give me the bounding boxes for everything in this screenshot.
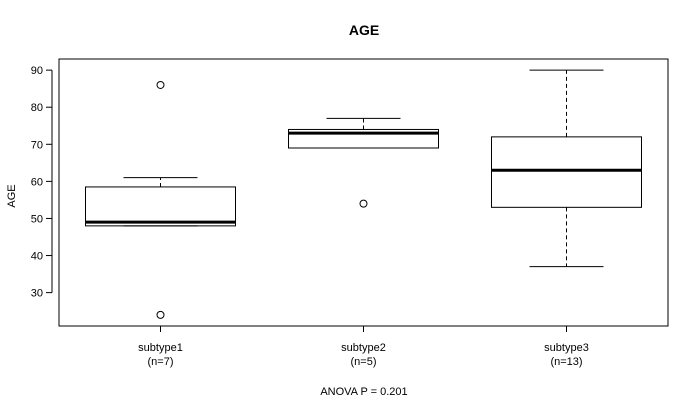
- outlier-point: [156, 80, 165, 89]
- x-axis-label: ANOVA P = 0.201: [320, 386, 407, 398]
- outlier-point: [156, 310, 165, 319]
- y-tick-label: 60: [31, 176, 43, 188]
- y-axis-label: AGE: [6, 184, 18, 207]
- x-tick-label: subtype2: [341, 342, 386, 354]
- box-iqr: [85, 186, 236, 227]
- x-tick-count-label: (n=7): [148, 356, 174, 368]
- plot-frame: [58, 58, 669, 327]
- box-iqr: [288, 128, 439, 149]
- box-iqr: [491, 136, 642, 208]
- y-tick-label: 40: [31, 251, 43, 263]
- y-tick-label: 80: [31, 102, 43, 114]
- y-tick-label: 90: [31, 65, 43, 77]
- x-tick-count-label: (n=13): [550, 356, 582, 368]
- outlier-point: [359, 199, 368, 208]
- y-tick-label: 30: [31, 288, 43, 300]
- x-tick-label: subtype3: [544, 342, 589, 354]
- x-tick-count-label: (n=5): [351, 356, 377, 368]
- x-tick-label: subtype1: [138, 342, 183, 354]
- chart-title: AGE: [349, 22, 379, 38]
- y-tick-label: 70: [31, 139, 43, 151]
- y-tick-label: 50: [31, 213, 43, 225]
